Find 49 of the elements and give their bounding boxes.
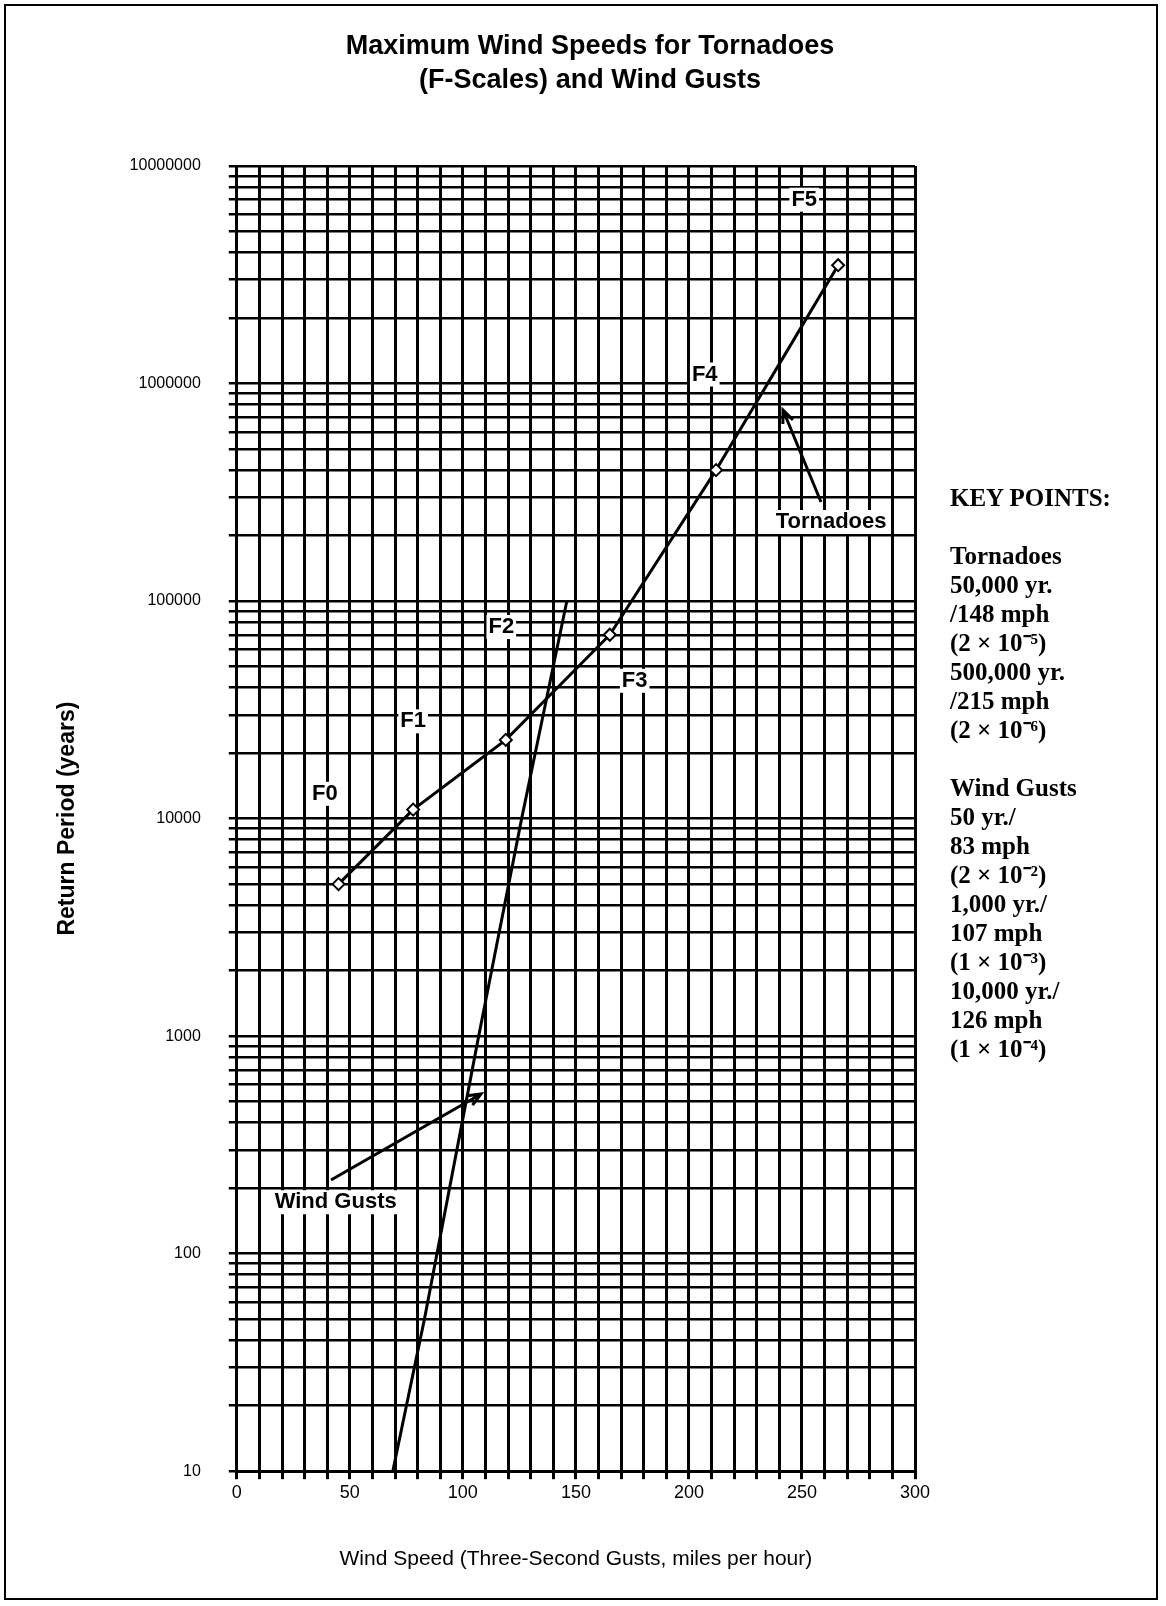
y-tick-label: 1000	[165, 1026, 201, 1044]
text: (1 × 10⁻³)	[950, 947, 1048, 976]
y-tick-label: 100000	[147, 591, 201, 609]
point	[498, 732, 513, 747]
x-tick-label: 300	[899, 1481, 931, 1502]
text: KEY POINTS:	[950, 483, 1112, 512]
text: Wind Gusts	[274, 1188, 397, 1214]
x-tick-label: 150	[560, 1481, 591, 1502]
text: /148 mph	[950, 599, 1051, 628]
annotation: F3	[621, 666, 648, 692]
text: 107 mph	[950, 918, 1044, 947]
text: 126 mph	[950, 1005, 1044, 1034]
y-axis-title: Return Period (years)	[53, 701, 80, 936]
chart-title: Maximum Wind Speeds for Tornadoes (F-Scales) and Wind Gusts	[345, 30, 835, 94]
annotation: F5	[791, 185, 818, 211]
x-axis-title: Wind Speed (Three-Second Gusts, miles per hour)	[339, 1546, 813, 1570]
point	[331, 877, 346, 892]
annotation: F0	[312, 779, 338, 805]
y-tick-label: 10	[182, 1461, 201, 1479]
x-tick-label: 250	[786, 1481, 817, 1502]
text: (2 × 10⁻²)	[950, 860, 1048, 889]
text: (2 × 10⁻⁵)	[950, 628, 1048, 657]
point	[602, 627, 617, 642]
x-tick-label: 200	[673, 1481, 704, 1502]
annotation: F1	[400, 707, 426, 733]
text: Wind Gusts	[950, 773, 1078, 802]
text: 500,000 yr.	[950, 657, 1067, 686]
x-tick-label: 50	[339, 1481, 360, 1502]
x-tick-label: 0	[231, 1481, 242, 1502]
text: (2 × 10⁻⁶)	[950, 715, 1048, 744]
y-tick-label: 10000000	[129, 156, 201, 174]
annotation: F4	[691, 360, 719, 386]
text: (1 × 10⁻⁴)	[950, 1034, 1048, 1063]
y-tick-label: 10000	[156, 809, 201, 827]
text: Tornadoes	[775, 508, 887, 534]
x-tick-label: 100	[447, 1481, 478, 1502]
point	[406, 802, 421, 817]
text: 50,000 yr.	[950, 570, 1054, 599]
point	[709, 463, 724, 478]
text: 1,000 yr./	[950, 889, 1048, 918]
y-tick-label: 100	[174, 1244, 201, 1262]
text: 83 mph	[950, 831, 1031, 860]
y-tick-label: 1000000	[138, 373, 201, 391]
text: 10,000 yr./	[950, 976, 1061, 1005]
annotation: F2	[488, 613, 515, 639]
text: 50 yr./	[950, 802, 1017, 831]
text: /215 mph	[950, 686, 1051, 715]
point	[831, 258, 846, 273]
text: Tornadoes	[950, 541, 1063, 570]
